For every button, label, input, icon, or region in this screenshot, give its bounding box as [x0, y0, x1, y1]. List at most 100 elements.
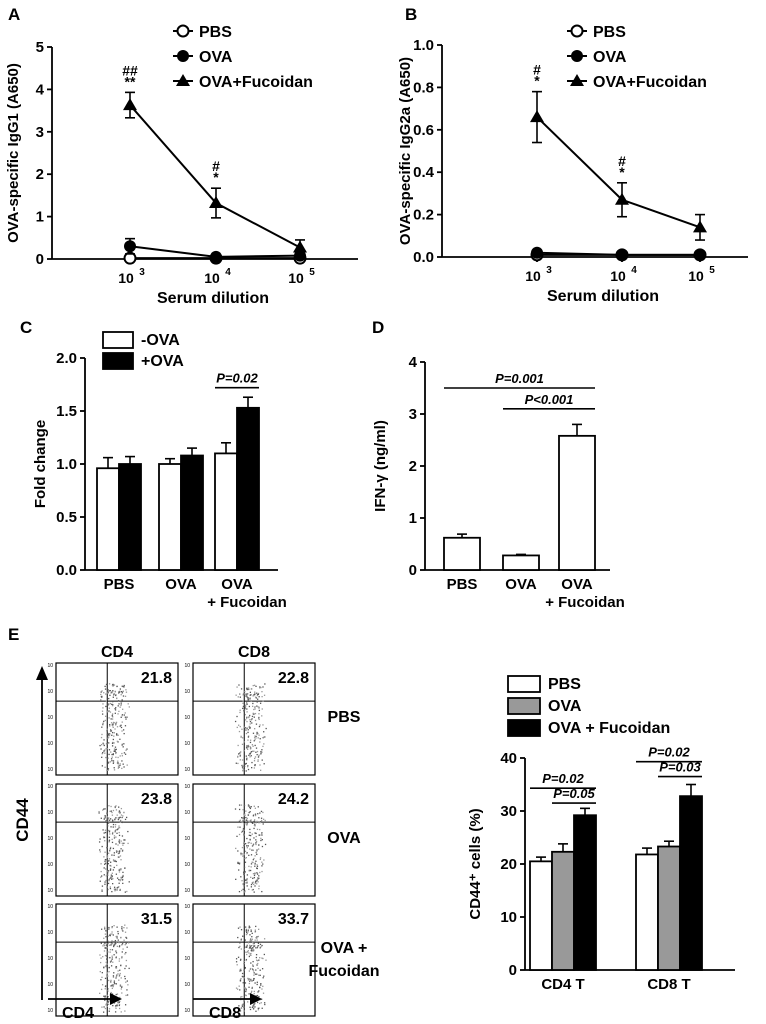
cell-dot	[259, 828, 261, 831]
cell-dot	[256, 828, 259, 831]
cell-dot	[241, 759, 244, 761]
cell-dot	[123, 743, 125, 745]
cell-dot	[244, 850, 247, 852]
cell-dot	[261, 845, 264, 848]
bar-ifn-	[502, 554, 540, 571]
cell-dot	[255, 723, 258, 725]
cell-dot	[113, 835, 116, 837]
cell-dot	[125, 951, 127, 954]
cell-dot	[111, 943, 113, 945]
cell-dot	[245, 810, 247, 812]
cell-dot	[126, 989, 128, 991]
cell-dot	[118, 975, 121, 977]
cell-dot	[247, 735, 250, 737]
cell-dot	[261, 832, 263, 835]
cell-population-dots	[99, 924, 130, 1013]
cell-dot	[244, 690, 246, 693]
cell-dot	[247, 768, 250, 771]
cell-dot	[106, 728, 108, 730]
cell-dot	[244, 986, 246, 989]
cell-dot	[114, 709, 117, 711]
cell-dot	[253, 708, 255, 711]
cell-dot	[106, 886, 108, 888]
cell-dot	[254, 706, 256, 709]
cell-dot	[252, 964, 254, 966]
x-axis-title: Serum dilution	[547, 288, 659, 305]
quadrant-percentage: 24.2	[278, 791, 309, 808]
cell-dot	[243, 820, 245, 822]
cell-dot	[117, 713, 119, 715]
x-tick-label: 10	[688, 268, 704, 284]
cell-dot	[239, 979, 242, 981]
cell-dot	[118, 703, 120, 705]
cell-dot	[255, 751, 257, 753]
cell-dot	[238, 869, 240, 871]
cell-dot	[118, 979, 120, 981]
significance-mark: *	[534, 73, 540, 89]
cell-dot	[241, 830, 244, 833]
cell-dot	[263, 953, 265, 956]
cell-dot	[101, 690, 103, 692]
cell-dot	[235, 878, 237, 881]
cell-dot	[239, 969, 241, 972]
cell-dot	[114, 831, 116, 833]
cell-dot	[249, 806, 251, 808]
cell-dot	[238, 890, 241, 893]
cell-dot	[246, 944, 248, 947]
cell-dot	[102, 723, 104, 725]
legend-swatch	[507, 719, 541, 737]
cell-dot	[107, 1000, 110, 1002]
cell-dot	[257, 732, 259, 735]
cell-dot	[104, 996, 106, 998]
cell-dot	[250, 854, 253, 856]
cell-dot	[253, 820, 255, 823]
cell-dot	[104, 840, 106, 842]
x-tick-exponent: 5	[309, 267, 315, 278]
cell-dot	[111, 724, 113, 726]
data-point	[694, 248, 706, 261]
cell-dot	[249, 753, 251, 755]
cell-dot	[239, 711, 241, 714]
cell-dot	[115, 722, 117, 724]
cell-dot	[237, 861, 239, 864]
cell-dot	[250, 929, 252, 931]
cell-dot	[121, 685, 123, 687]
cell-dot	[242, 702, 244, 704]
cell-dot	[127, 842, 129, 845]
cell-dot	[101, 889, 103, 891]
cell-dot	[118, 1004, 120, 1007]
flow-axis-tick: 10	[184, 810, 190, 816]
cell-dot	[253, 883, 255, 886]
cell-dot	[262, 818, 265, 820]
cell-dot	[111, 833, 114, 835]
cell-dot	[110, 979, 112, 982]
cell-dot	[260, 750, 262, 753]
cell-dot	[119, 855, 122, 857]
cell-dot	[101, 885, 104, 887]
bar-pbs	[529, 860, 553, 971]
cell-dot	[255, 880, 257, 882]
cell-dot	[116, 733, 118, 735]
cell-dot	[111, 926, 113, 929]
cell-dot	[103, 967, 105, 969]
cell-dot	[254, 708, 256, 710]
cell-dot	[105, 944, 108, 946]
cell-dot	[244, 994, 247, 996]
legend-label: OVA + Fucoidan	[548, 720, 670, 737]
cell-dot	[250, 863, 253, 865]
cell-dot	[111, 703, 113, 706]
cell-dot	[104, 999, 106, 1001]
cell-dot	[247, 1001, 249, 1003]
cell-dot	[112, 741, 114, 744]
cell-dot	[246, 817, 248, 820]
cell-dot	[259, 974, 261, 976]
cell-dot	[242, 888, 244, 890]
cell-dot	[116, 1004, 118, 1006]
cell-dot	[112, 724, 114, 726]
cell-dot	[252, 950, 255, 952]
cell-dot	[114, 750, 116, 753]
cell-dot	[251, 987, 253, 989]
cell-dot	[237, 956, 240, 958]
cell-dot	[245, 933, 248, 936]
cell-dot	[104, 947, 106, 949]
